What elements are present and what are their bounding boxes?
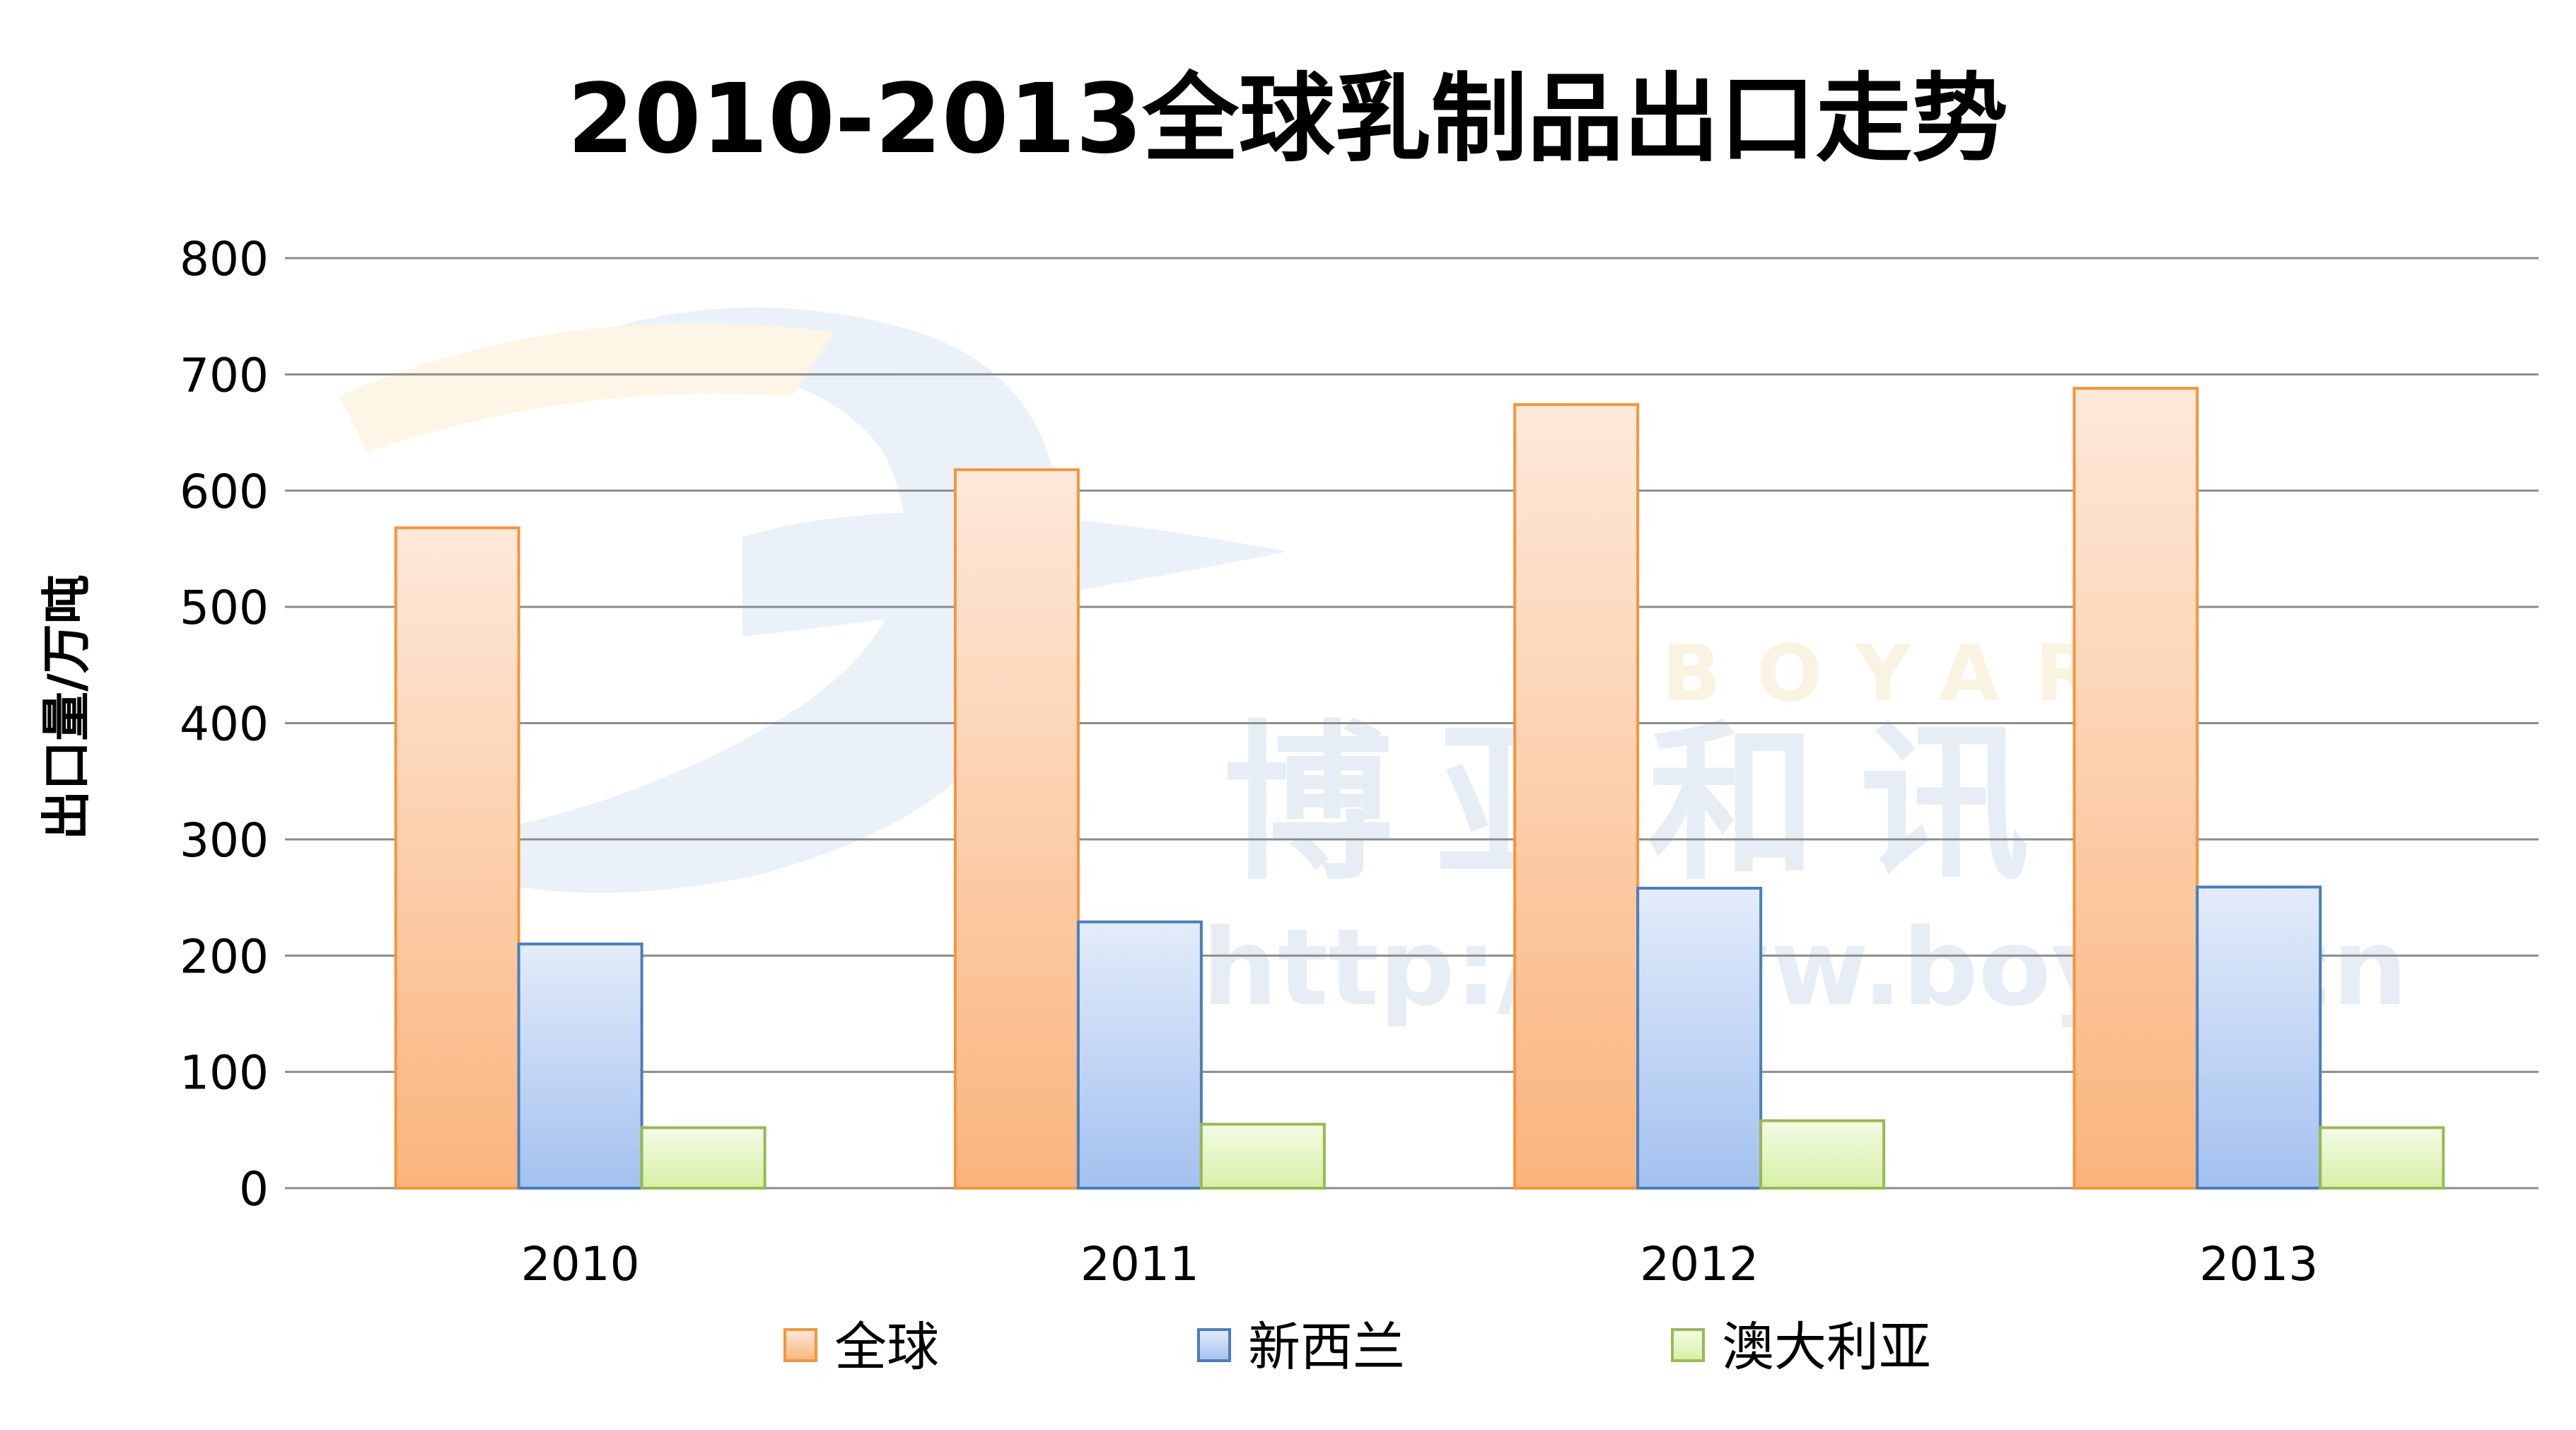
bar-澳大利亚-2013 [2319, 1126, 2445, 1190]
bar-全球-2011 [953, 468, 1080, 1190]
x-tick-label: 2011 [1080, 1237, 1199, 1291]
y-tick-label: 300 [180, 813, 269, 868]
bar-新西兰-2012 [1636, 886, 1763, 1190]
chart-title: 2010-2013全球乳制品出口走势 [567, 64, 2007, 175]
y-tick-label: 800 [180, 232, 269, 286]
x-tick-label: 2013 [2199, 1237, 2318, 1291]
legend-label: 全球 [834, 1317, 939, 1378]
y-tick-label: 600 [180, 465, 269, 519]
watermark-text: 博亚和讯 [1223, 705, 2072, 903]
bar-全球-2013 [2073, 387, 2199, 1190]
legend-label: 新西兰 [1248, 1317, 1405, 1378]
y-tick-label: 500 [180, 581, 269, 635]
legend-swatch-新西兰 [1197, 1328, 1231, 1362]
y-tick-label: 200 [180, 929, 269, 984]
y-tick-label: 0 [239, 1162, 269, 1216]
legend-swatch-全球 [783, 1328, 817, 1362]
bar-全球-2012 [1513, 403, 1640, 1190]
y-tick-label: 400 [180, 697, 269, 752]
legend-swatch-澳大利亚 [1671, 1328, 1705, 1362]
bar-澳大利亚-2010 [640, 1126, 767, 1190]
y-axis-label: 出口量/万吨 [37, 574, 95, 840]
bar-澳大利亚-2011 [1199, 1122, 1326, 1190]
y-tick-label: 100 [180, 1046, 269, 1100]
bar-新西兰-2013 [2196, 885, 2322, 1190]
y-axis-ticks: 0 100 200 300 400 500 600 700 800 [180, 232, 269, 1216]
bar-全球-2010 [394, 526, 520, 1190]
watermark-letters: BOYAR [1662, 628, 2130, 719]
y-tick-label: 700 [180, 348, 269, 402]
bar-新西兰-2011 [1076, 920, 1203, 1190]
bars [394, 387, 2445, 1190]
legend-label: 澳大利亚 [1722, 1317, 1931, 1378]
bar-新西兰-2010 [517, 942, 643, 1190]
x-axis-ticks: 2010 2011 2012 2013 [521, 1237, 2319, 1291]
bar-澳大利亚-2012 [1759, 1119, 1886, 1190]
x-tick-label: 2010 [521, 1237, 640, 1291]
x-tick-label: 2012 [1640, 1237, 1759, 1291]
legend: 全球 新西兰 澳大利亚 [783, 1317, 1931, 1378]
